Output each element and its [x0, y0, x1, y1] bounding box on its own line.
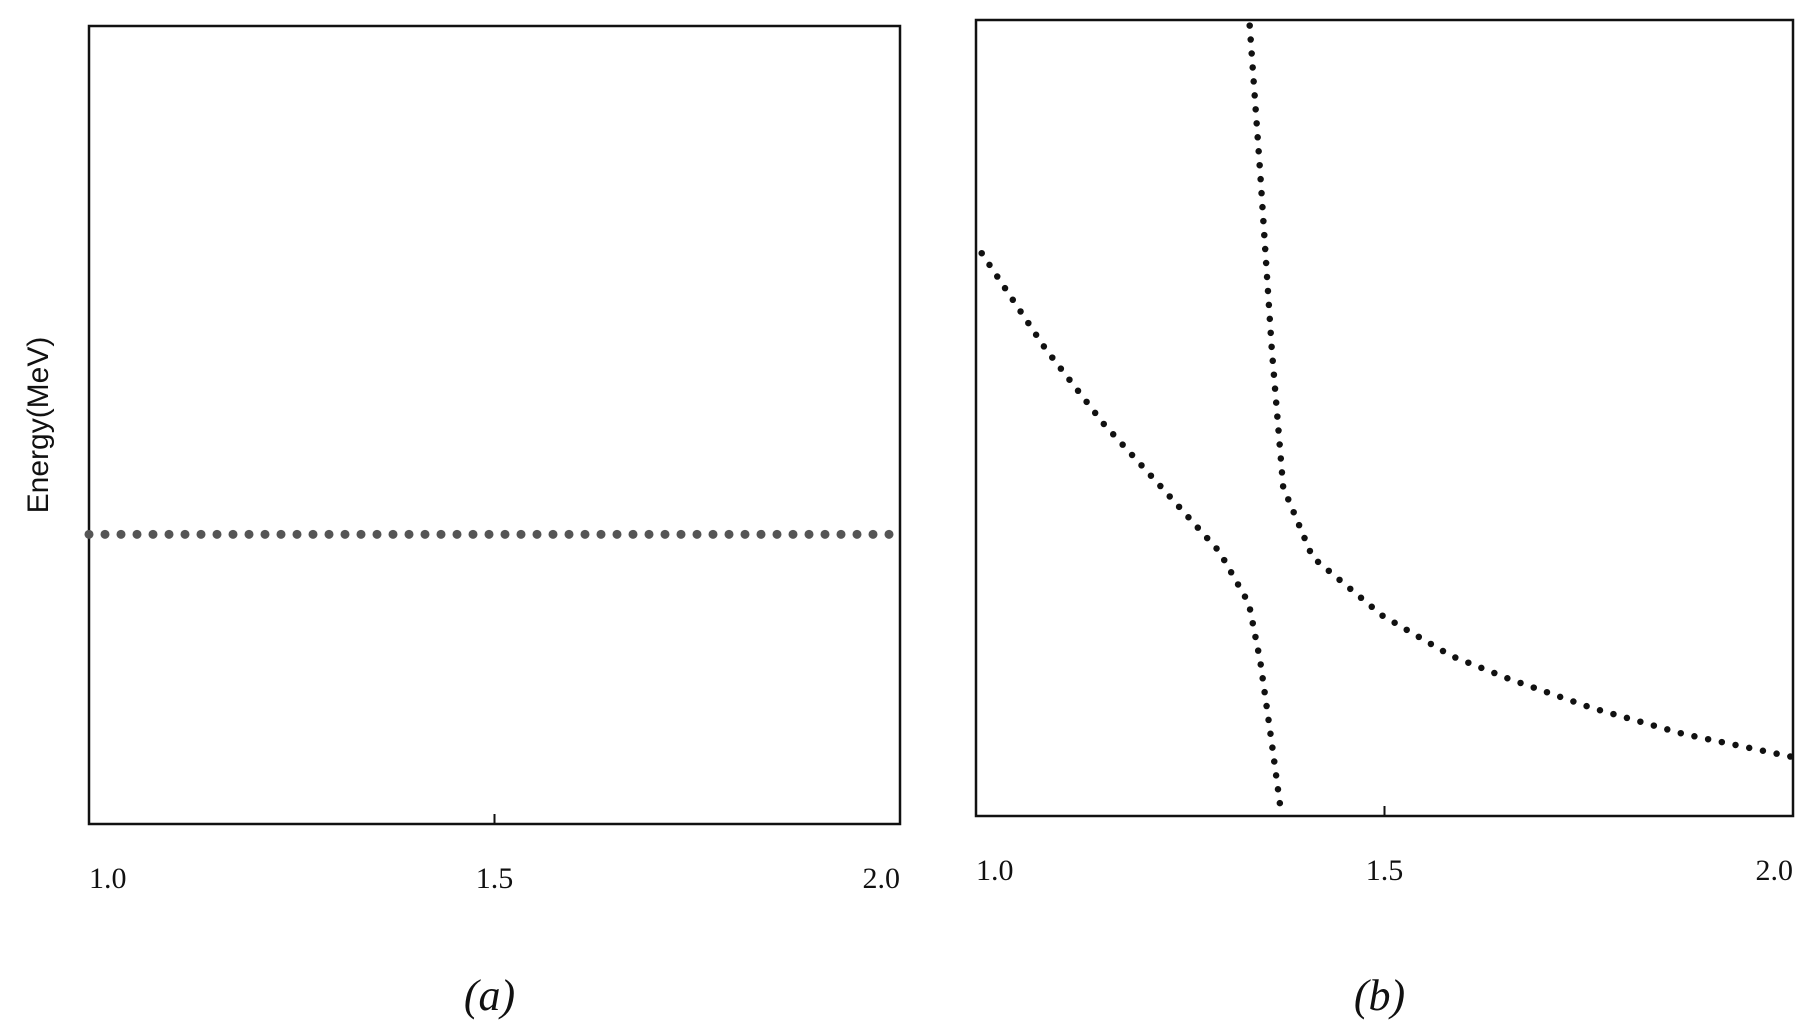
- x-tick-label: 2.0: [863, 862, 901, 895]
- x-tick-label: 2.0: [1756, 854, 1794, 887]
- plot-frame: [87, 24, 902, 826]
- caption: (b): [1354, 971, 1405, 1020]
- plot-frame: [974, 18, 1795, 818]
- x-tick-label: 1.0: [976, 854, 1014, 887]
- dotted-line: [1246, 22, 1797, 761]
- x-tick-label: 1.5: [1366, 854, 1404, 887]
- x-tick-label: 1.0: [89, 862, 127, 895]
- dotted-line: [978, 249, 1285, 820]
- y-axis-label: Energy(MeV): [22, 337, 55, 514]
- caption: (a): [464, 971, 515, 1020]
- x-tick-label: 1.5: [476, 862, 514, 895]
